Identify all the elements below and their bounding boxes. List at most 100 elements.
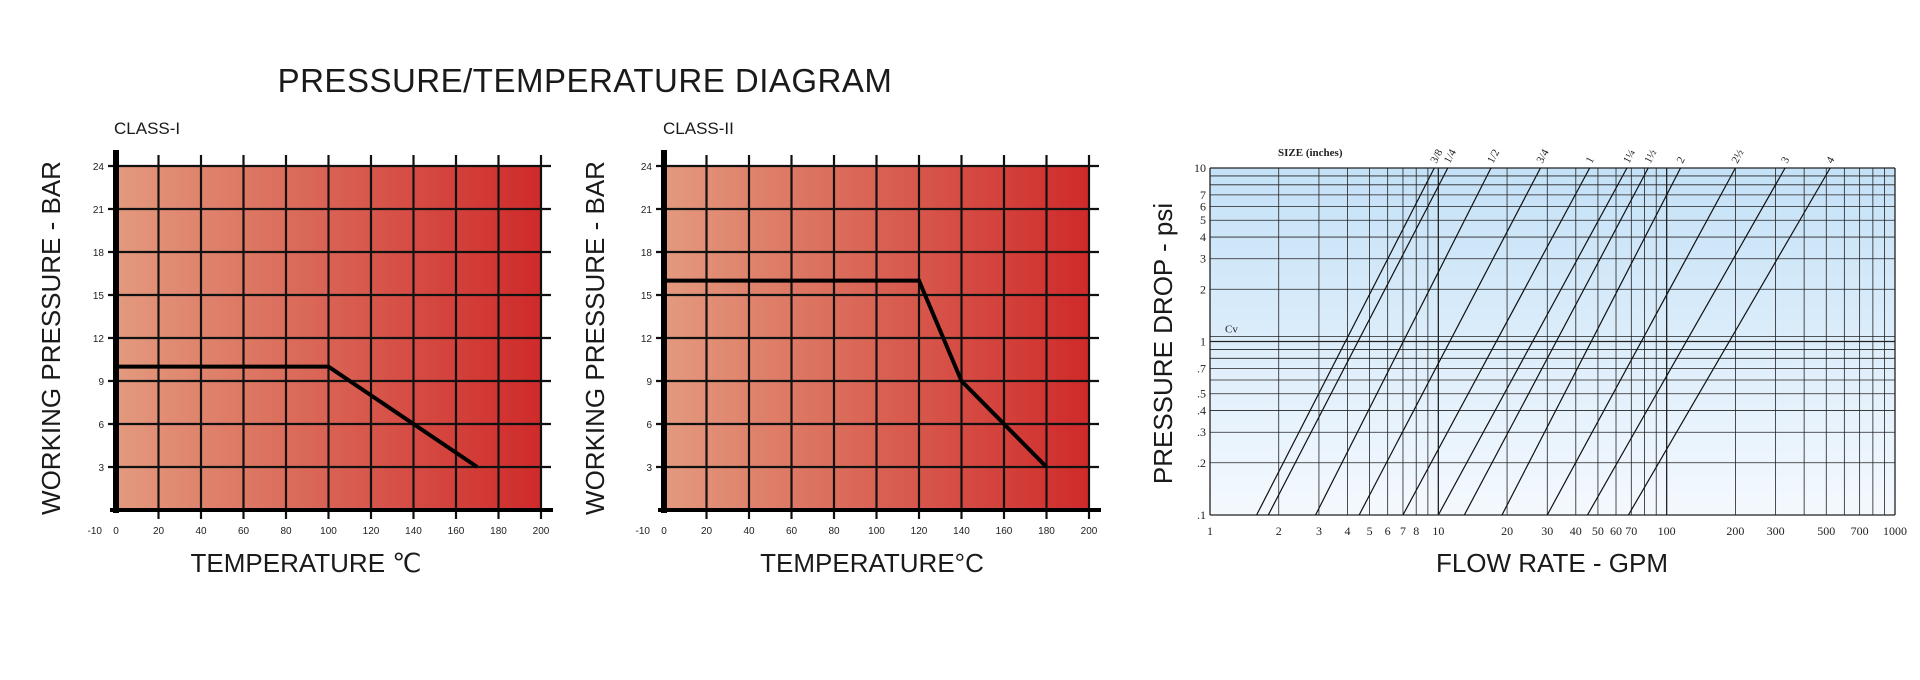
x-tick-label: 60	[1610, 524, 1622, 538]
y-tick-label: .4	[1197, 404, 1206, 418]
y-tick-label: 6	[98, 420, 104, 431]
x-tick-label: 60	[238, 526, 250, 537]
x-tick-label: 40	[743, 526, 755, 537]
x-tick-label: 20	[1501, 524, 1513, 538]
flow-rate-chart: 1 2 3 4 5 6 7 8 10 20 30 40 50 60 70 100 200 300 500 700 100…	[1148, 147, 1907, 578]
y-tick-label: 18	[641, 248, 653, 259]
x-tick-label: 40	[1570, 524, 1582, 538]
x-tick-label: 2	[1276, 524, 1282, 538]
x-tick-label: 300	[1767, 524, 1785, 538]
y-tick-label: 24	[641, 162, 653, 173]
y-tick-label: .3	[1197, 425, 1206, 439]
size-label: 1	[1584, 155, 1597, 165]
size-line	[1501, 167, 1682, 516]
page-title: PRESSURE/TEMPERATURE DIAGRAM	[277, 62, 893, 99]
class-1-chart: -10 0 20 40 60 80 100 120 140 160 180 200 3 6 9 12 15 18 2…	[36, 119, 553, 578]
size-line	[1586, 167, 1786, 516]
x-tick-label: 500	[1817, 524, 1835, 538]
y-tick-label: 12	[641, 334, 653, 345]
y-tick-label: 3	[1200, 252, 1206, 266]
y-tick-label: 15	[93, 291, 105, 302]
pressure-line	[116, 364, 479, 469]
size-line	[1256, 167, 1435, 516]
x-tick-label: 0	[661, 526, 667, 537]
x-tick-label: 140	[405, 526, 422, 537]
size-label: 1¼	[1621, 148, 1638, 166]
chart-subtitle: CLASS-I	[114, 119, 180, 138]
size-line	[1437, 167, 1628, 516]
y-tick-label: 5	[1200, 213, 1206, 227]
y-tick-label: .1	[1197, 508, 1206, 522]
x-tick-label: 70	[1625, 524, 1637, 538]
x-tick-label: 60	[786, 526, 798, 537]
y-tick-label: 2	[1200, 282, 1206, 296]
y-tick-label: 6	[1200, 199, 1206, 213]
x-tick-label: 80	[280, 526, 292, 537]
y-axis-label: WORKING PRESSURE - BAR	[580, 161, 610, 515]
x-tick-label: 6	[1385, 524, 1391, 538]
x-tick-label: 160	[996, 526, 1013, 537]
x-tick-label: 100	[868, 526, 885, 537]
x-tick-label: 3	[1316, 524, 1322, 538]
size-line	[1463, 167, 1649, 516]
x-tick-label: 120	[363, 526, 380, 537]
size-line	[1402, 167, 1591, 516]
x-tick-label: 100	[1658, 524, 1676, 538]
y-tick-label: .7	[1197, 361, 1206, 375]
x-tick-label: 200	[1081, 526, 1098, 537]
y-tick-label: 21	[93, 205, 105, 216]
y-tick-label: 10	[1194, 161, 1206, 175]
x-axis-label: TEMPERATURE°C	[760, 548, 984, 578]
x-tick-label: 50	[1592, 524, 1604, 538]
y-axis-label: PRESSURE DROP - psi	[1148, 203, 1178, 484]
size-label: 2½	[1729, 148, 1746, 166]
x-tick-label: 4	[1344, 524, 1350, 538]
size-label: 1/2	[1485, 147, 1502, 165]
pressure-line	[664, 278, 1048, 469]
size-line	[1627, 167, 1831, 516]
size-line	[1546, 167, 1736, 516]
size-label: 2	[1675, 155, 1688, 165]
chart-subtitle: CLASS-II	[663, 119, 734, 138]
size-line	[1315, 167, 1492, 516]
y-tick-label: 21	[641, 205, 653, 216]
y-tick-label: 3	[646, 463, 652, 474]
x-tick-label: 160	[448, 526, 465, 537]
x-tick-label: 120	[911, 526, 928, 537]
y-tick-label: .2	[1197, 456, 1206, 470]
x-tick-label: 100	[320, 526, 337, 537]
y-tick-label: 9	[646, 377, 652, 388]
x-tick-label: 80	[828, 526, 840, 537]
x-tick-label: 1	[1207, 524, 1213, 538]
y-tick-label: 3	[98, 463, 104, 474]
y-tick-label: 6	[646, 420, 652, 431]
size-label: 1½	[1642, 148, 1659, 166]
x-tick-label: 1000	[1883, 524, 1907, 538]
x-axis-label: FLOW RATE - GPM	[1436, 548, 1668, 578]
x-tick-label: -10	[88, 526, 103, 537]
y-tick-label: 12	[93, 334, 105, 345]
size-line	[1358, 167, 1541, 516]
x-tick-label: 0	[113, 526, 119, 537]
x-tick-label: 180	[490, 526, 507, 537]
y-tick-label: 18	[93, 248, 105, 259]
x-tick-label: 200	[533, 526, 550, 537]
x-tick-label: 200	[1726, 524, 1744, 538]
x-axis-label: TEMPERATURE ℃	[191, 548, 422, 578]
x-tick-label: 20	[153, 526, 165, 537]
x-tick-label: 40	[195, 526, 207, 537]
size-header: SIZE (inches)	[1278, 147, 1343, 159]
y-tick-label: 24	[93, 162, 105, 173]
class-2-chart: -10 0 20 40 60 80 100 120 140 160 180 200 3 6 9 12 15 18 2…	[580, 119, 1101, 578]
x-tick-label: 10	[1432, 524, 1444, 538]
y-tick-label: .5	[1197, 387, 1206, 401]
x-tick-label: 5	[1367, 524, 1373, 538]
cv-label: Cv	[1225, 324, 1238, 336]
size-label: 1/4	[1442, 147, 1459, 165]
x-tick-label: 180	[1038, 526, 1055, 537]
x-tick-label: 700	[1851, 524, 1869, 538]
x-tick-label: 140	[953, 526, 970, 537]
x-tick-label: 20	[701, 526, 713, 537]
x-tick-label: -10	[636, 526, 651, 537]
y-tick-label: 15	[641, 291, 653, 302]
